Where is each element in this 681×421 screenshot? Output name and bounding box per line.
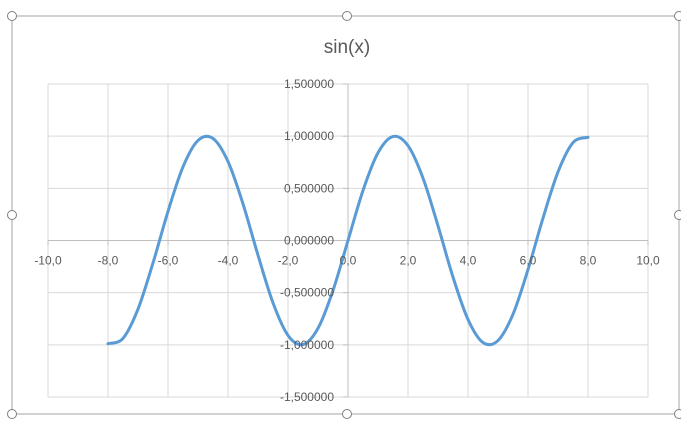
chart-frame	[11, 15, 680, 415]
y-tick-label: -1,000000	[280, 338, 334, 352]
x-tick-label: 0,0	[340, 254, 357, 268]
x-tick-label: -4,0	[218, 254, 239, 268]
resize-handle[interactable]	[674, 11, 681, 21]
selection-handles[interactable]	[7, 11, 681, 419]
y-tick-label: 1,500000	[284, 77, 334, 91]
x-tick-label: 8,0	[580, 254, 597, 268]
x-tick-label: -6,0	[158, 254, 179, 268]
resize-handle[interactable]	[342, 11, 352, 21]
y-tick-label: 0,000000	[284, 234, 334, 248]
resize-handle[interactable]	[342, 409, 352, 419]
x-tick-label: 2,0	[400, 254, 417, 268]
resize-handle[interactable]	[7, 210, 17, 220]
y-tick-label: 0,500000	[284, 181, 334, 195]
y-tick-labels: 1,500000 1,000000 0,500000 0,000000 -0,50000…	[280, 77, 334, 404]
x-tick-label: -8,0	[98, 254, 119, 268]
x-tick-label: -10,0	[34, 254, 62, 268]
y-tick-label: -1,500000	[280, 390, 334, 404]
y-tick-label: -0,500000	[280, 286, 334, 300]
resize-handle[interactable]	[7, 11, 17, 21]
resize-handle[interactable]	[7, 409, 17, 419]
x-tick-label: 10,0	[636, 254, 660, 268]
resize-handle[interactable]	[674, 409, 681, 419]
chart-title: sin(x)	[324, 37, 370, 58]
series-line-sin	[106, 134, 590, 347]
x-tick-label: 4,0	[460, 254, 477, 268]
resize-handle[interactable]	[674, 210, 681, 220]
x-tick-label: 6,0	[520, 254, 537, 268]
x-tick-labels: -10,0 -8,0 -6,0 -4,0 -2,0 0,0 2,0 4,0 6,0 8,0 10,0	[34, 254, 660, 268]
x-tick-label: -2,0	[278, 254, 299, 268]
y-tick-label: 1,000000	[284, 129, 334, 143]
